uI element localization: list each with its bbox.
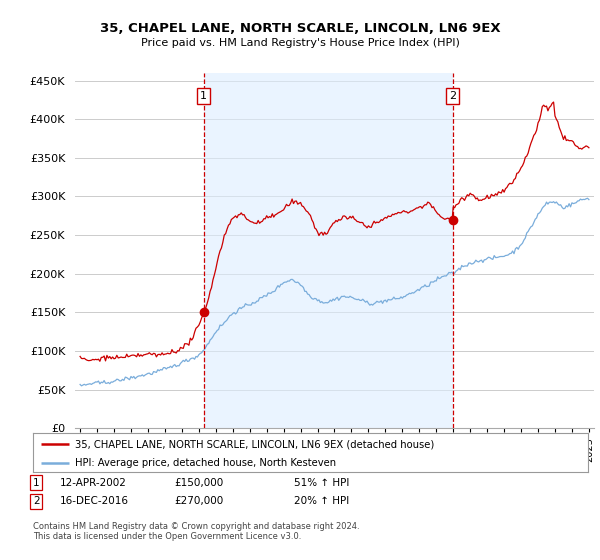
Text: HPI: Average price, detached house, North Kesteven: HPI: Average price, detached house, Nort… [74, 458, 336, 468]
Text: 1: 1 [200, 91, 207, 101]
Text: 2: 2 [33, 496, 40, 506]
Text: 51% ↑ HPI: 51% ↑ HPI [294, 478, 349, 488]
Text: £270,000: £270,000 [174, 496, 223, 506]
Text: 12-APR-2002: 12-APR-2002 [60, 478, 127, 488]
Text: 35, CHAPEL LANE, NORTH SCARLE, LINCOLN, LN6 9EX: 35, CHAPEL LANE, NORTH SCARLE, LINCOLN, … [100, 22, 500, 35]
Text: 16-DEC-2016: 16-DEC-2016 [60, 496, 129, 506]
Text: 2: 2 [449, 91, 456, 101]
Bar [203, 73, 452, 428]
Text: Price paid vs. HM Land Registry's House Price Index (HPI): Price paid vs. HM Land Registry's House … [140, 38, 460, 48]
Text: £150,000: £150,000 [174, 478, 223, 488]
Text: Contains HM Land Registry data © Crown copyright and database right 2024.
This d: Contains HM Land Registry data © Crown c… [33, 522, 359, 542]
Text: 20% ↑ HPI: 20% ↑ HPI [294, 496, 349, 506]
Text: 1: 1 [33, 478, 40, 488]
Text: 35, CHAPEL LANE, NORTH SCARLE, LINCOLN, LN6 9EX (detached house): 35, CHAPEL LANE, NORTH SCARLE, LINCOLN, … [74, 439, 434, 449]
